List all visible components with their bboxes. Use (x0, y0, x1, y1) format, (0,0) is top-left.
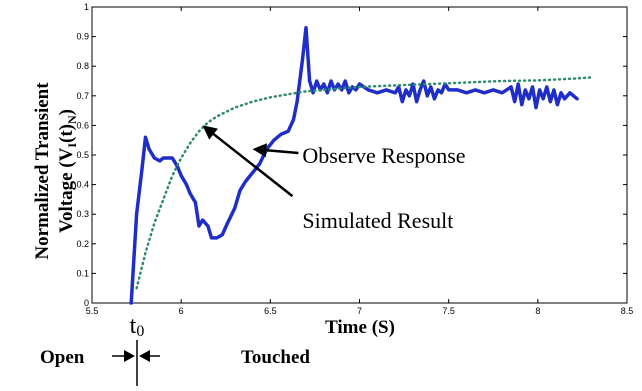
observe-response-label: Observe Response (302, 143, 465, 168)
y-tick-label: 0.8 (76, 61, 89, 71)
t0-label: t0 (130, 313, 145, 340)
x-tick-label: 6 (179, 306, 184, 316)
x-tick-label: 8.5 (621, 306, 634, 316)
series-layer (129, 25, 593, 305)
y-tick-label: 0 (84, 298, 89, 308)
simulated-result-label: Simulated Result (302, 208, 453, 233)
series-simulated-result (135, 76, 593, 290)
x-tick-label: 7 (357, 306, 362, 316)
x-tick-label: 6.5 (264, 306, 277, 316)
x-tick-label: 7.5 (442, 306, 455, 316)
y-tick-label: 0.1 (76, 268, 89, 278)
x-tick-label: 5.5 (86, 306, 99, 316)
y-tick-label: 0.7 (76, 91, 89, 101)
y-tick-label: 0.6 (76, 120, 89, 130)
y-tick-label: 0.3 (76, 209, 89, 219)
open-arrow-head (124, 350, 135, 362)
y-axis-title-line1: Normalized Transient (32, 82, 53, 260)
simulated-result-arrow-head (202, 125, 218, 140)
simulated-result-arrow-shaft (212, 133, 294, 198)
y-tick-label: 0.9 (76, 32, 89, 42)
series-observe-response (129, 25, 579, 305)
annotation-layer: Observe Response Simulated Result (202, 125, 466, 233)
ticks-layer: 5.5 6 6.5 7 7.5 8 8.5 0 0.1 0.2 0.3 0.4 0.5 0.6 0.7 0.8… (76, 2, 633, 316)
y-axis-title: Normalized Transient Voltage (VI(t)N) (32, 82, 79, 260)
touched-state-label: Touched (241, 347, 310, 368)
x-axis-title: Time (S) (325, 317, 395, 338)
y-tick-label: 0.2 (76, 239, 89, 249)
y-axis-title-line2: Voltage (VI(t)N) (56, 109, 79, 233)
x-tick-label: 8 (535, 306, 540, 316)
observe-response-arrow-shaft (266, 149, 299, 155)
y-tick-label: 0.4 (76, 180, 89, 190)
open-state-label: Open (40, 347, 85, 368)
observe-response-arrow-head (252, 143, 267, 158)
y-tick-label: 0.5 (76, 150, 89, 160)
y-tick-label: 1 (84, 2, 89, 12)
touched-arrow-head (139, 350, 150, 362)
